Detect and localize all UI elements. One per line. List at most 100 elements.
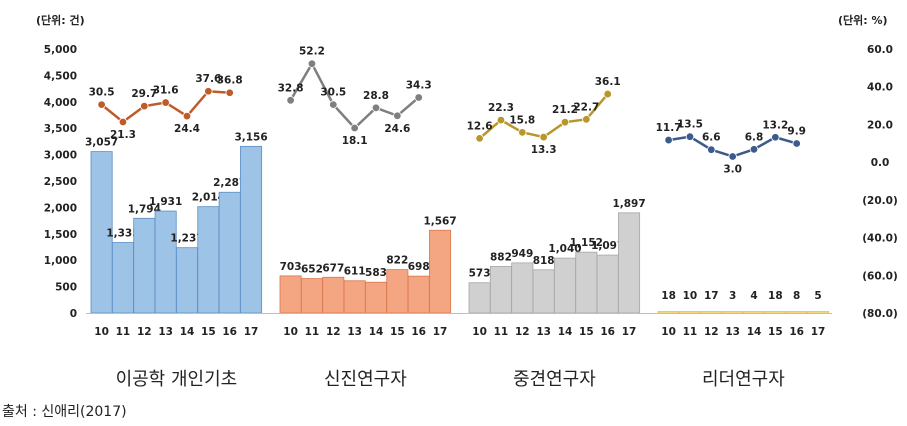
bar bbox=[175, 247, 198, 314]
line-point bbox=[496, 115, 506, 125]
bar-value-label: 5 bbox=[814, 290, 821, 302]
bar bbox=[154, 210, 177, 314]
group-label: 중견연구자 bbox=[513, 369, 596, 390]
bar-value-label: 1,040 bbox=[548, 243, 581, 255]
right-tick-label: 20.0 bbox=[867, 119, 893, 131]
x-tick-label: 13 bbox=[158, 326, 173, 338]
bar-value-label: 882 bbox=[490, 251, 512, 263]
line-value-label: 52.2 bbox=[299, 46, 325, 58]
line-point bbox=[539, 132, 548, 142]
x-tick-label: 16 bbox=[600, 326, 615, 338]
line-value-label: 13.5 bbox=[677, 119, 703, 131]
x-tick-label: 17 bbox=[433, 326, 448, 338]
line-value-label: 30.5 bbox=[320, 87, 346, 99]
bar-value-label: 573 bbox=[469, 268, 491, 280]
x-tick-label: 13 bbox=[347, 326, 362, 338]
line-value-label: 21.3 bbox=[110, 129, 136, 141]
x-tick-label: 15 bbox=[201, 326, 216, 338]
bar-value-label: 10 bbox=[683, 290, 698, 302]
line-value-label: 37.6 bbox=[195, 73, 221, 85]
left-tick-label: 4,000 bbox=[44, 97, 77, 109]
line-value-label: 9.9 bbox=[787, 125, 806, 137]
bar-value-label: 18 bbox=[661, 290, 676, 302]
bar-value-label: 949 bbox=[511, 248, 533, 260]
left-tick-label: 3,000 bbox=[44, 150, 77, 162]
bar-value-label: 818 bbox=[533, 255, 555, 267]
line-point bbox=[707, 145, 716, 154]
bar bbox=[386, 269, 409, 314]
bar-value-label: 583 bbox=[365, 267, 387, 279]
group-label: 이공학 개인기초 bbox=[116, 369, 238, 390]
bar bbox=[218, 191, 241, 314]
line-point bbox=[286, 96, 295, 105]
bar bbox=[197, 206, 220, 314]
line-point bbox=[307, 59, 317, 68]
line-point bbox=[161, 98, 170, 107]
bar bbox=[532, 269, 555, 314]
line-value-label: 11.7 bbox=[656, 122, 682, 134]
x-tick-label: 16 bbox=[789, 326, 804, 338]
line-point bbox=[792, 139, 801, 148]
bar bbox=[618, 212, 641, 314]
bar bbox=[657, 311, 680, 314]
x-tick-label: 14 bbox=[180, 326, 195, 338]
x-tick-label: 16 bbox=[411, 326, 426, 338]
source-note: 출처 : 신애리(2017) bbox=[2, 404, 127, 420]
left-axis: 5,000 4,500 4,000 3,500 3,000 2,500 2,000 1,500… bbox=[44, 44, 77, 320]
right-axis: 60.0 40.0 20.0 0.0 (20.0) (40.0) (60.0) (80.0) bbox=[862, 44, 898, 320]
x-tick-label: 17 bbox=[622, 326, 637, 338]
line-value-label: 21.2 bbox=[552, 104, 578, 116]
x-tick-label: 14 bbox=[747, 326, 762, 338]
x-tick-label: 12 bbox=[704, 326, 719, 338]
bar-value-label: 1,237 bbox=[170, 233, 203, 245]
left-tick-label: 2,500 bbox=[44, 176, 77, 188]
line-point bbox=[350, 123, 359, 133]
bar bbox=[700, 311, 723, 314]
bar bbox=[743, 311, 766, 314]
x-tick-label: 12 bbox=[326, 326, 341, 338]
bar-value-label: 8 bbox=[793, 290, 800, 302]
x-tick-label: 11 bbox=[683, 326, 698, 338]
x-tick-label: 14 bbox=[558, 326, 573, 338]
left-axis-unit: (단위: 건) bbox=[36, 13, 85, 27]
x-tick-label: 15 bbox=[768, 326, 783, 338]
bar-value-label: 2,014 bbox=[192, 192, 225, 204]
bar-value-label: 703 bbox=[280, 261, 302, 273]
left-tick-label: 4,500 bbox=[44, 70, 77, 82]
x-tick-label: 12 bbox=[137, 326, 152, 338]
right-tick-label: 60.0 bbox=[867, 44, 893, 56]
line-value-label: 36.8 bbox=[217, 75, 243, 87]
line-value-label: 15.8 bbox=[509, 114, 535, 126]
x-tick-label: 14 bbox=[369, 326, 384, 338]
bar bbox=[364, 281, 387, 314]
bar-value-label: 3,057 bbox=[85, 137, 118, 149]
right-axis-unit: (단위: %) bbox=[838, 13, 888, 27]
bar bbox=[596, 254, 619, 314]
line-point bbox=[728, 152, 737, 161]
line-value-label: 24.4 bbox=[174, 123, 200, 135]
x-tick-label: 13 bbox=[725, 326, 740, 338]
bar bbox=[133, 217, 156, 314]
line-point bbox=[475, 134, 484, 143]
line-point bbox=[560, 117, 570, 127]
left-tick-label: 2,000 bbox=[44, 202, 77, 214]
line-value-label: 36.1 bbox=[595, 76, 621, 88]
line-value-label: 34.3 bbox=[406, 79, 432, 91]
line-value-label: 3.0 bbox=[723, 163, 742, 175]
line-point bbox=[685, 132, 695, 141]
bar-value-label: 698 bbox=[408, 261, 430, 273]
bar bbox=[407, 275, 430, 314]
x-tick-label: 16 bbox=[222, 326, 237, 338]
bar bbox=[279, 275, 302, 314]
x-tick-label: 10 bbox=[94, 326, 109, 338]
line-value-label: 29.7 bbox=[131, 88, 157, 100]
line-point bbox=[664, 135, 673, 145]
line-value-label: 24.6 bbox=[384, 123, 410, 135]
line-value-label: 12.6 bbox=[467, 120, 493, 132]
x-tick-label: 11 bbox=[494, 326, 509, 338]
bar bbox=[489, 266, 512, 314]
line-point bbox=[329, 100, 338, 109]
bar-value-label: 2,287 bbox=[213, 177, 246, 189]
line-value-label: 6.8 bbox=[745, 131, 764, 143]
